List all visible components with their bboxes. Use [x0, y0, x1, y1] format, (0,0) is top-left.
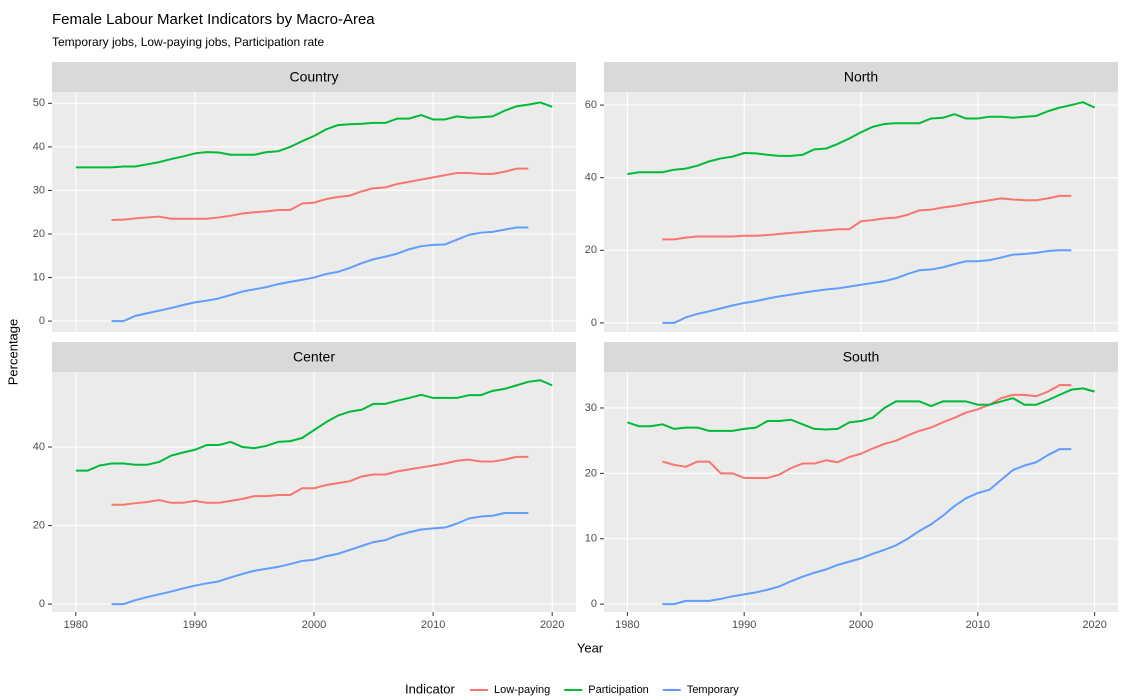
x-tick-label: 2020: [1082, 619, 1106, 631]
y-tick-label: 40: [33, 141, 45, 153]
strip-title: Center: [293, 349, 335, 365]
strip-title: Country: [289, 69, 338, 85]
x-tick-label: 1980: [615, 619, 639, 631]
series-line: [111, 167, 529, 222]
y-tick-label: 10: [33, 271, 45, 283]
x-tick-label: 2000: [849, 619, 873, 631]
x-tick-label: 1990: [732, 619, 756, 631]
series-line: [662, 249, 1072, 324]
y-tick-label: 10: [585, 533, 597, 545]
strip-background: [52, 62, 576, 92]
strip-title: South: [843, 349, 880, 365]
x-tick-label: 2010: [421, 619, 445, 631]
series-line: [662, 194, 1072, 241]
series-line: [111, 455, 529, 506]
y-tick-label: 20: [33, 228, 45, 240]
chart-title: Female Labour Market Indicators by Macro…: [52, 11, 375, 28]
series-line: [75, 379, 553, 472]
y-tick-label: 0: [591, 598, 597, 610]
series-line: [662, 448, 1072, 606]
legend-label: Low-paying: [494, 684, 550, 696]
y-axis-label: Percentage: [5, 319, 20, 386]
x-tick-label: 2020: [540, 619, 564, 631]
strip-background: [604, 342, 1118, 372]
y-tick-label: 30: [33, 184, 45, 196]
y-tick-label: 60: [585, 99, 597, 111]
series-line: [627, 387, 1095, 432]
y-tick-label: 0: [591, 317, 597, 329]
y-tick-label: 40: [33, 441, 45, 453]
y-tick-label: 50: [33, 97, 45, 109]
y-tick-label: 0: [39, 598, 45, 610]
y-tick-label: 40: [585, 172, 597, 184]
x-tick-label: 2000: [302, 619, 326, 631]
strip-background: [52, 342, 576, 372]
legend-label: Participation: [588, 684, 649, 696]
series-line: [662, 384, 1072, 479]
series-line: [111, 512, 529, 606]
x-axis-label: Year: [577, 640, 604, 655]
y-tick-label: 30: [585, 402, 597, 414]
y-tick-label: 20: [33, 519, 45, 531]
y-tick-label: 20: [585, 244, 597, 256]
chart-subtitle: Temporary jobs, Low-paying jobs, Partici…: [52, 35, 324, 49]
legend-label: Temporary: [687, 684, 739, 696]
series-line: [111, 226, 529, 323]
series-line: [75, 101, 553, 169]
strip-title: North: [844, 69, 878, 85]
legend-title: Indicator: [405, 681, 456, 696]
x-tick-label: 1980: [64, 619, 88, 631]
series-line: [627, 101, 1096, 176]
y-tick-label: 20: [585, 467, 597, 479]
x-tick-label: 1990: [183, 619, 207, 631]
y-tick-label: 0: [39, 315, 45, 327]
x-tick-label: 2010: [966, 619, 990, 631]
strip-background: [604, 62, 1118, 92]
